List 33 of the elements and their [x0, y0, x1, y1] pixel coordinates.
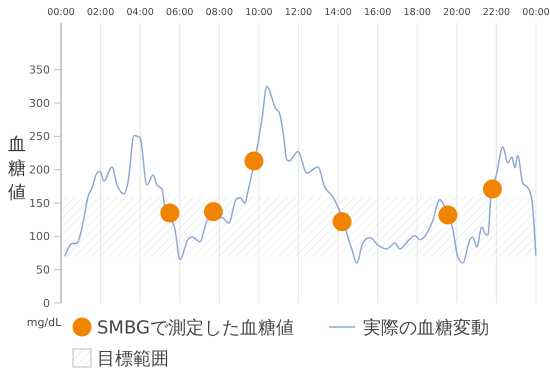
x-tick-label: 18:00 [404, 7, 431, 18]
x-tick-label: 10:00 [245, 7, 273, 18]
y-tick-label: 50 [36, 264, 50, 277]
y-tick-label: 100 [29, 230, 50, 244]
point [244, 152, 264, 170]
x-tick-label: 16:00 [364, 7, 392, 18]
x-tick-label: 00:00 [522, 7, 550, 18]
point [160, 204, 180, 222]
y-tick-label: 200 [29, 164, 50, 177]
x-tick-label: 04:00 [126, 7, 154, 18]
x-tick-label: 06:00 [166, 7, 194, 18]
x-tick-label: 14:00 [324, 7, 352, 18]
x-tick-label: 12:00 [284, 7, 312, 18]
point [482, 180, 502, 198]
legend-label: SMBGで測定した血糖値 [97, 317, 294, 338]
x-tick-label: 22:00 [482, 7, 510, 18]
x-tick-label: 20:00 [443, 7, 471, 18]
y-tick-label: 150 [29, 196, 50, 210]
legend-label: 実際の血糖変動 [363, 317, 489, 338]
x-tick-label: 08:00 [206, 7, 234, 18]
x-tick-label: 00:00 [47, 7, 75, 18]
point [332, 212, 352, 232]
y-axis-title: 血糖値 [8, 134, 26, 203]
y-tick-label: 0 [43, 296, 50, 310]
y-tick-label: 300 [29, 96, 50, 110]
text: mg/dL [26, 316, 62, 329]
line-series [64, 86, 537, 264]
y-tick-label: 350 [29, 64, 50, 77]
y-tick-label: 250 [29, 130, 50, 144]
point [204, 202, 223, 222]
legend-label: 目標範囲 [97, 348, 169, 370]
x-tick-label: 02:00 [86, 7, 114, 18]
point [438, 206, 458, 224]
